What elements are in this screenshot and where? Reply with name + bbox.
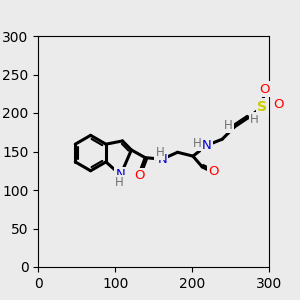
Text: H: H xyxy=(115,176,123,189)
Text: S: S xyxy=(257,100,267,114)
Text: H: H xyxy=(155,146,164,159)
Text: N: N xyxy=(116,169,125,182)
Text: O: O xyxy=(273,98,284,111)
Text: N: N xyxy=(157,153,167,166)
Text: H: H xyxy=(250,113,259,126)
Text: O: O xyxy=(134,169,144,182)
Text: O: O xyxy=(259,82,270,96)
Text: N: N xyxy=(202,139,212,152)
Text: H: H xyxy=(224,119,233,132)
Text: O: O xyxy=(208,165,219,178)
Text: H: H xyxy=(193,136,202,149)
